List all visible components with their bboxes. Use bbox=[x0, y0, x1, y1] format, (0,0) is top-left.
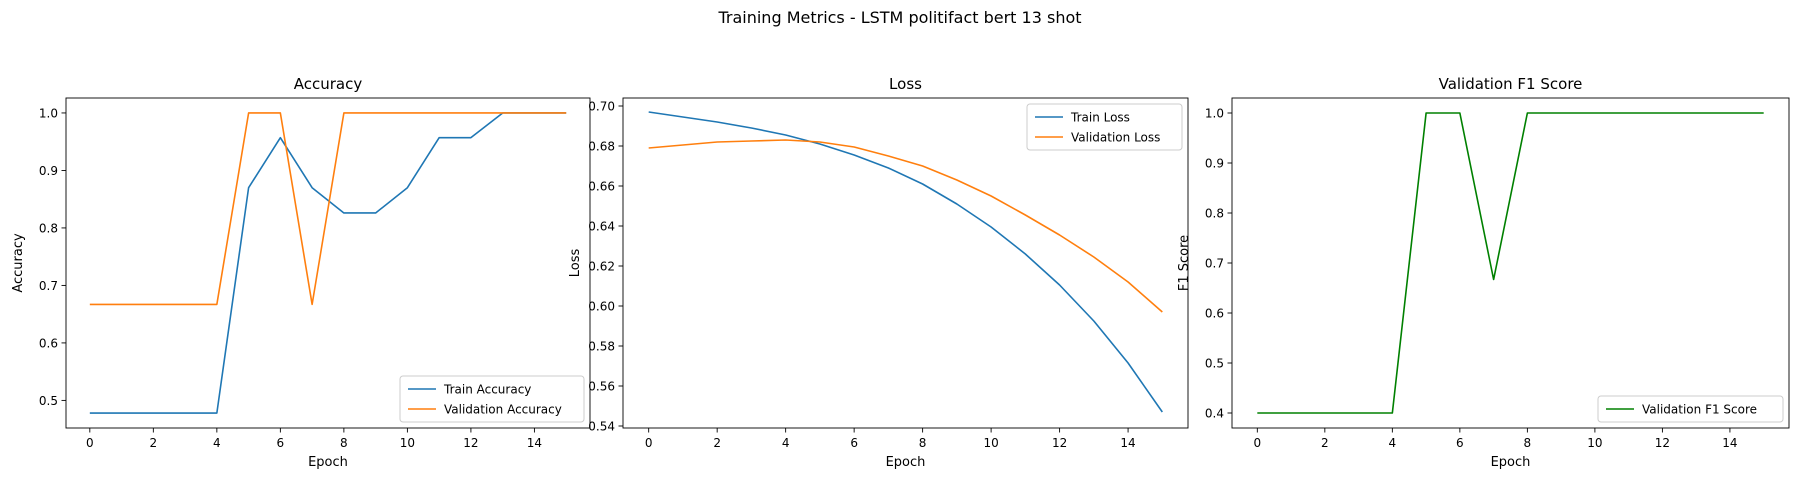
series-line-1 bbox=[648, 111, 1163, 413]
x-tick-label: 2 bbox=[1321, 436, 1329, 450]
legend-label-1: Validation F1 Score bbox=[1642, 403, 1757, 417]
y-tick-label: 0.56 bbox=[588, 380, 615, 394]
y-tick-label: 0.9 bbox=[39, 164, 58, 178]
y-tick-label: 0.8 bbox=[39, 221, 58, 235]
legend: Train Accuracy Validation Accuracy bbox=[399, 375, 585, 423]
x-tick-label: 0 bbox=[1253, 436, 1261, 450]
x-tick-label: 10 bbox=[1587, 436, 1602, 450]
x-axis-label: Epoch bbox=[308, 455, 348, 470]
figure-title: Training Metrics - LSTM politifact bert … bbox=[718, 8, 1082, 27]
series-line-1 bbox=[1257, 112, 1764, 414]
x-tick-label: 2 bbox=[150, 436, 158, 450]
plot-frame bbox=[65, 97, 591, 429]
x-tick-label: 14 bbox=[527, 436, 542, 450]
y-tick-label: 0.62 bbox=[588, 260, 615, 274]
x-tick-label: 4 bbox=[782, 436, 790, 450]
x-tick-label: 0 bbox=[86, 436, 94, 450]
x-tick-label: 0 bbox=[645, 436, 653, 450]
series-line-1 bbox=[89, 112, 567, 414]
chart-title: Accuracy bbox=[294, 75, 363, 93]
y-tick-label: 0.7 bbox=[1205, 257, 1224, 271]
x-tick-label: 14 bbox=[1120, 436, 1135, 450]
x-tick-label: 12 bbox=[463, 436, 478, 450]
y-tick-label: 0.70 bbox=[588, 100, 615, 114]
y-tick-label: 0.60 bbox=[588, 300, 615, 314]
y-tick-label: 0.6 bbox=[39, 336, 58, 350]
y-tick-label: 0.9 bbox=[1205, 157, 1224, 171]
plot-frame bbox=[622, 97, 1189, 429]
x-tick-label: 10 bbox=[400, 436, 415, 450]
y-tick-label: 0.7 bbox=[39, 279, 58, 293]
y-tick-label: 0.58 bbox=[588, 340, 615, 354]
y-tick-label: 0.54 bbox=[588, 420, 615, 434]
x-axis-label: Epoch bbox=[1491, 455, 1531, 470]
y-tick-label: 0.4 bbox=[1205, 407, 1224, 421]
y-tick-label: 1.0 bbox=[39, 106, 58, 120]
x-tick-label: 4 bbox=[1389, 436, 1397, 450]
y-axis-label: Loss bbox=[568, 249, 583, 278]
y-tick-label: 0.66 bbox=[588, 180, 615, 194]
legend-box bbox=[399, 375, 585, 423]
x-tick-label: 8 bbox=[1524, 436, 1532, 450]
y-tick-label: 0.6 bbox=[1205, 307, 1224, 321]
chart-title: Loss bbox=[889, 75, 922, 93]
y-tick-label: 0.68 bbox=[588, 140, 615, 154]
legend-label-1: Train Accuracy bbox=[443, 383, 531, 397]
x-tick-label: 4 bbox=[213, 436, 221, 450]
y-tick-label: 0.64 bbox=[588, 220, 615, 234]
legend-label-1: Train Loss bbox=[1070, 111, 1130, 125]
x-tick-label: 6 bbox=[1456, 436, 1464, 450]
series-line-2 bbox=[648, 139, 1163, 313]
x-tick-label: 14 bbox=[1722, 436, 1737, 450]
y-axis-label: Accuracy bbox=[11, 233, 26, 293]
chart-title: Validation F1 Score bbox=[1439, 75, 1583, 93]
x-tick-label: 6 bbox=[277, 436, 285, 450]
chart-panel-1: Accuracy 0 2 4 6 8 10 12 14 0.5 0.6 0.7 0.8 0.9 1.0 Epo… bbox=[11, 75, 591, 470]
chart-panel-2: Loss 0 2 4 6 8 10 12 14 0.54 0.56 0.58 0.60 0.62 0.64 0… bbox=[568, 75, 1189, 470]
legend-label-2: Validation Loss bbox=[1071, 131, 1160, 145]
x-tick-label: 10 bbox=[983, 436, 998, 450]
legend-box bbox=[1597, 395, 1784, 423]
y-axis-label: F1 Score bbox=[1177, 235, 1192, 291]
y-tick-label: 0.5 bbox=[1205, 357, 1224, 371]
y-tick-label: 0.8 bbox=[1205, 207, 1224, 221]
series-line-2 bbox=[89, 112, 567, 306]
legend: Train Loss Validation Loss bbox=[1026, 103, 1183, 151]
x-tick-label: 8 bbox=[340, 436, 348, 450]
x-tick-label: 2 bbox=[713, 436, 721, 450]
x-tick-label: 12 bbox=[1655, 436, 1670, 450]
legend-box bbox=[1026, 103, 1183, 151]
x-tick-label: 6 bbox=[850, 436, 858, 450]
x-tick-label: 8 bbox=[919, 436, 927, 450]
x-axis-label: Epoch bbox=[886, 455, 926, 470]
legend-label-2: Validation Accuracy bbox=[444, 403, 562, 417]
chart-panel-3: Validation F1 Score 0 2 4 6 8 10 12 14 0.4 0.5 0.6 0… bbox=[1177, 75, 1790, 470]
y-tick-label: 1.0 bbox=[1205, 107, 1224, 121]
x-tick-label: 12 bbox=[1052, 436, 1067, 450]
y-tick-label: 0.5 bbox=[39, 394, 58, 408]
plot-frame bbox=[1231, 97, 1790, 429]
legend: Validation F1 Score bbox=[1597, 395, 1784, 423]
